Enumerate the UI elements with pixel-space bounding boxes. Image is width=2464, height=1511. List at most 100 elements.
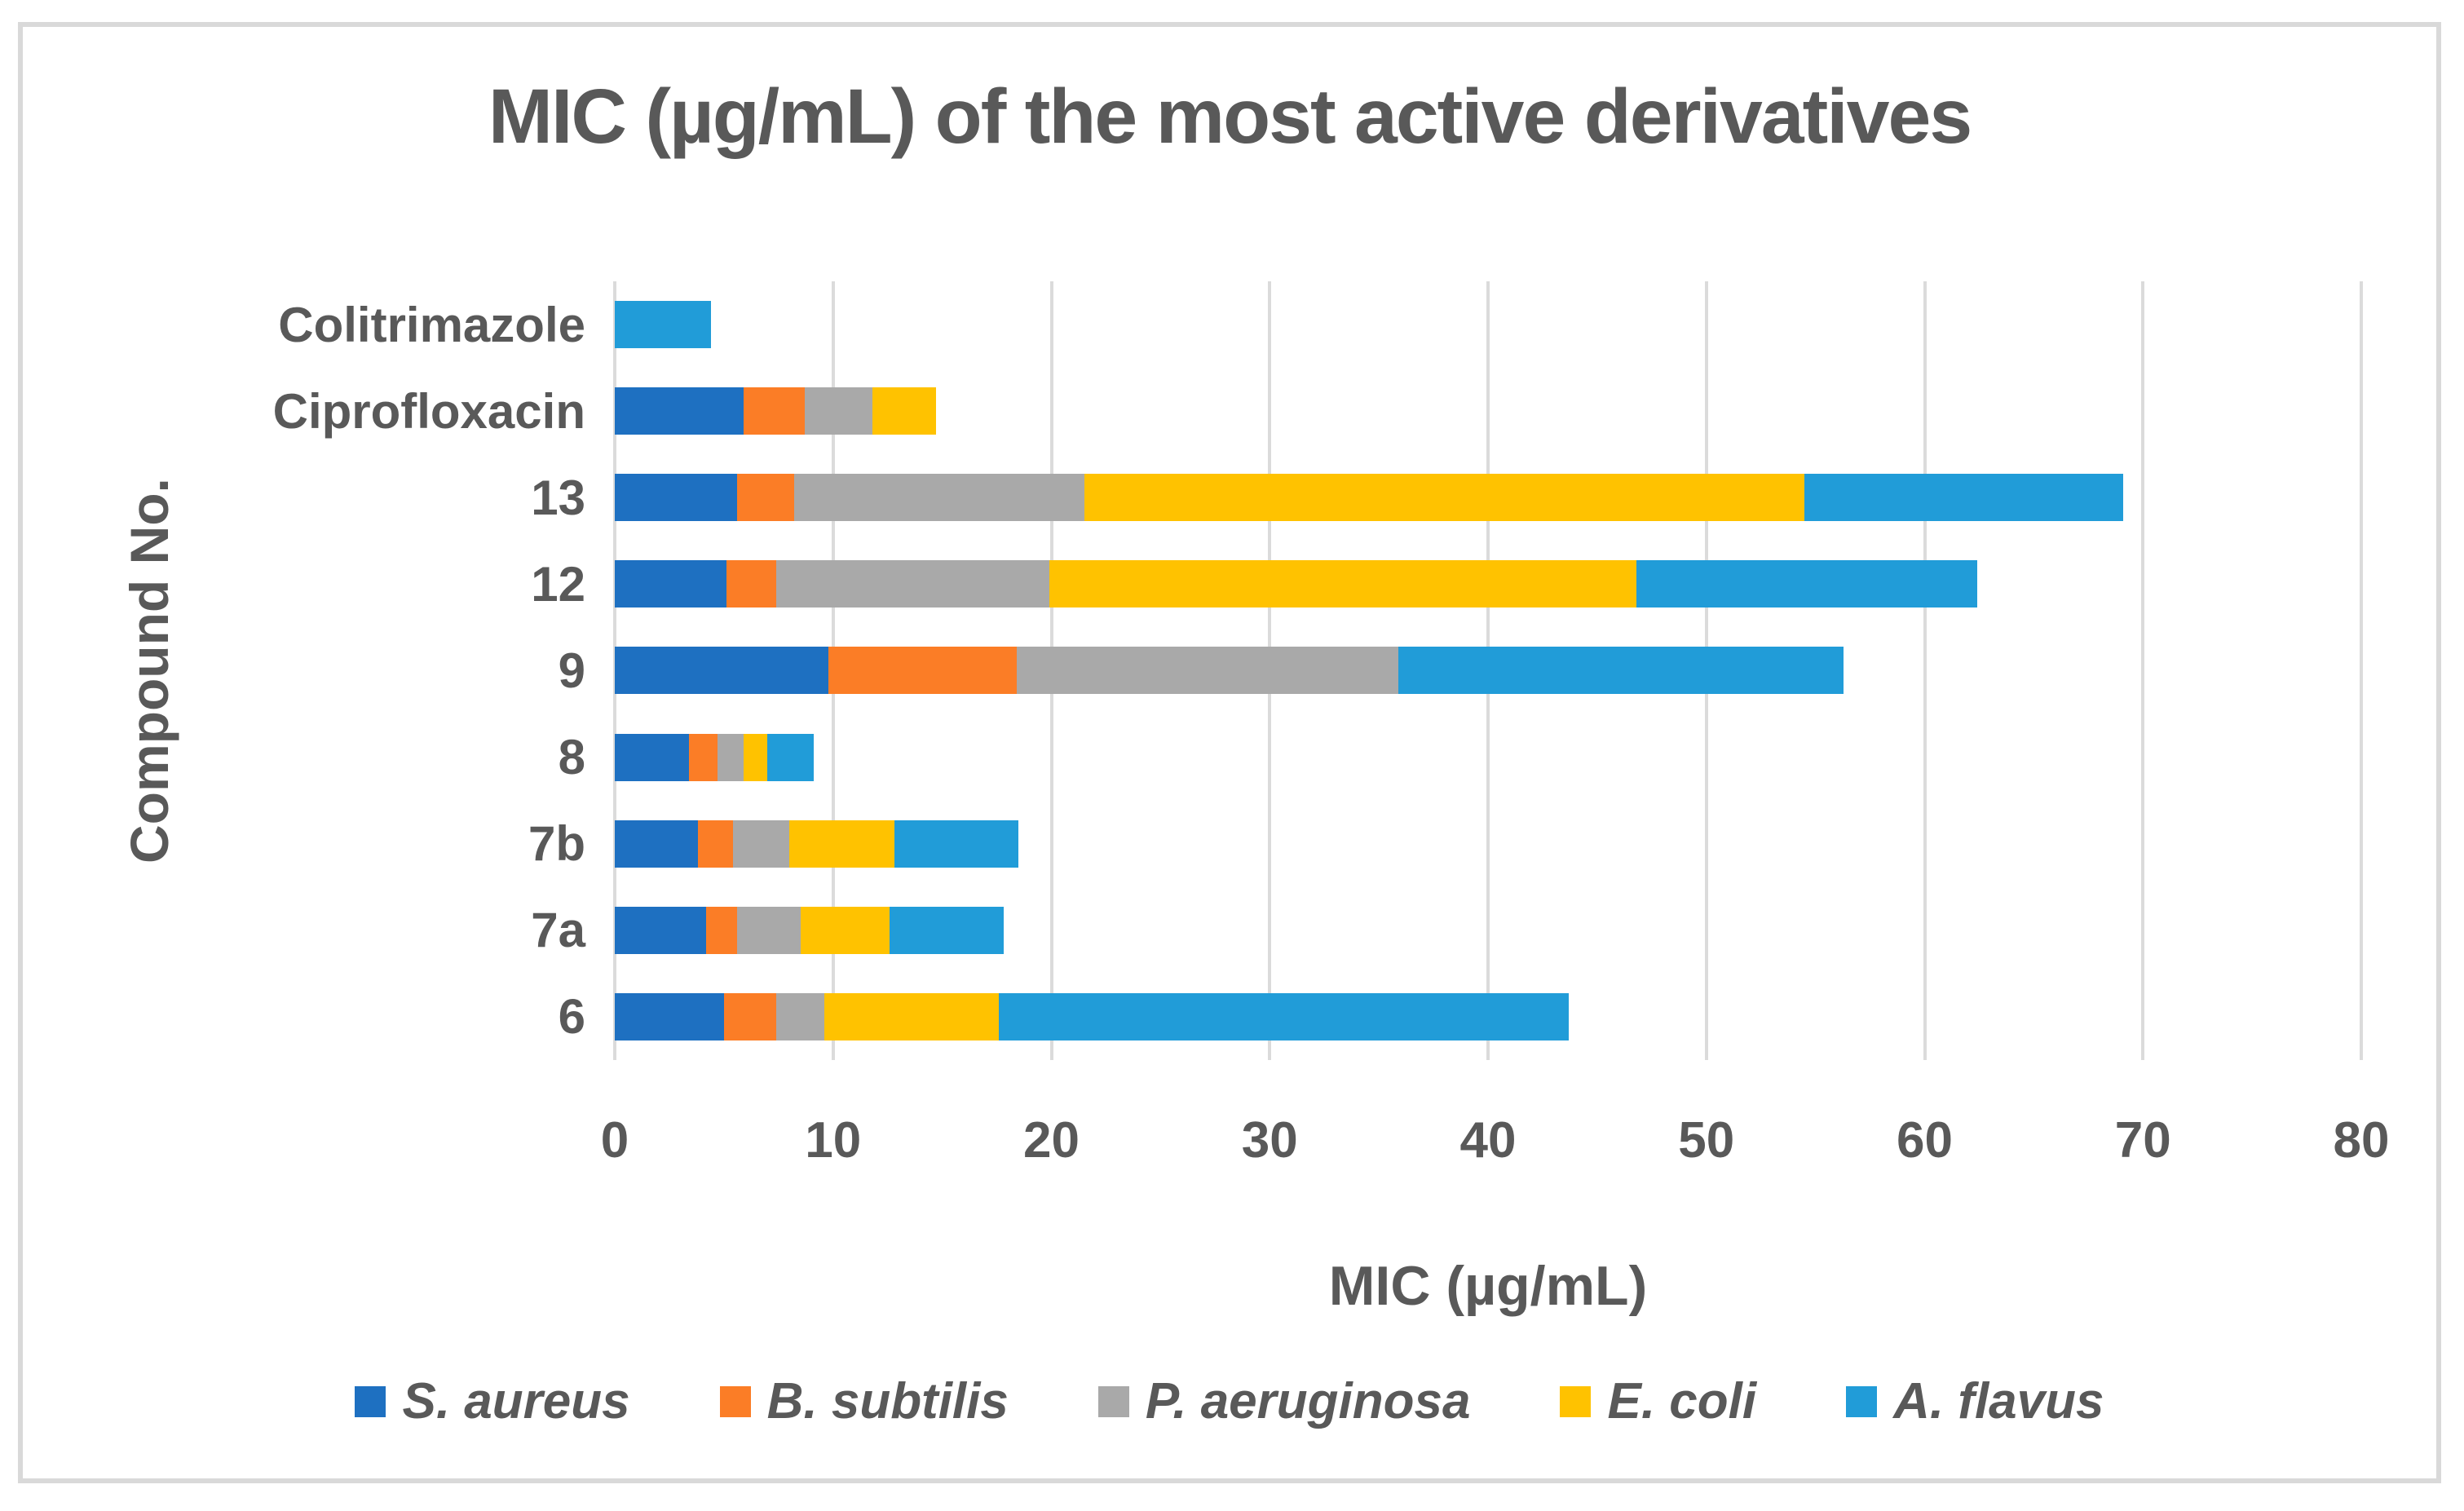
bar-row bbox=[615, 541, 2361, 627]
x-tick-label: 30 bbox=[1241, 1112, 1298, 1169]
bar-segment-b-subtilis bbox=[689, 733, 718, 781]
legend-item-b-subtilis: B. subtilis bbox=[719, 1372, 1009, 1430]
y-tick-label: 7b bbox=[528, 816, 585, 872]
bar-segment-b-subtilis bbox=[723, 992, 777, 1040]
bar-row bbox=[615, 281, 2361, 368]
x-tick-label: 40 bbox=[1459, 1112, 1517, 1169]
bar-segment-b-subtilis bbox=[743, 387, 805, 435]
y-tick-label: 6 bbox=[558, 989, 585, 1045]
stacked-bar-9 bbox=[615, 647, 2361, 695]
y-tick-label: 8 bbox=[558, 730, 585, 785]
bar-segment-a-flavus bbox=[767, 733, 814, 781]
bar-segment-e-coli bbox=[800, 906, 890, 954]
stacked-bar-13 bbox=[615, 474, 2361, 522]
bar-segment-p-aeruginosa bbox=[804, 387, 872, 435]
legend-swatch-s-aureus bbox=[355, 1385, 386, 1417]
bar-segment-b-subtilis bbox=[697, 820, 733, 868]
bar-segment-e-coli bbox=[743, 733, 768, 781]
bar-row bbox=[615, 714, 2361, 801]
bar-row bbox=[615, 887, 2361, 974]
bar-segment-b-subtilis bbox=[706, 906, 737, 954]
bar-segment-a-flavus bbox=[1804, 474, 2124, 522]
bar-segment-b-subtilis bbox=[726, 560, 777, 608]
bar-segment-p-aeruginosa bbox=[776, 992, 825, 1040]
legend-item-e-coli: E. coli bbox=[1560, 1372, 1756, 1430]
bar-segment-s-aureus bbox=[615, 906, 707, 954]
bar-row bbox=[615, 974, 2361, 1060]
legend-item-a-flavus: A. flavus bbox=[1846, 1372, 2104, 1430]
stacked-bar-6 bbox=[615, 992, 2361, 1040]
bar-segment-b-subtilis bbox=[736, 474, 794, 522]
bar-segment-s-aureus bbox=[615, 992, 724, 1040]
bar-segment-e-coli bbox=[1084, 474, 1805, 522]
bar-segment-e-coli bbox=[789, 820, 894, 868]
bar-segment-s-aureus bbox=[615, 820, 698, 868]
gridline bbox=[2141, 281, 2145, 1060]
x-tick-label: 50 bbox=[1678, 1112, 1735, 1169]
legend-label: P. aeruginosa bbox=[1145, 1373, 1471, 1429]
bar-row bbox=[615, 627, 2361, 714]
gridline bbox=[2360, 281, 2363, 1060]
bar-segment-e-coli bbox=[1049, 560, 1637, 608]
bar-row bbox=[615, 368, 2361, 454]
bar-segment-e-coli bbox=[872, 387, 936, 435]
bar-segment-b-subtilis bbox=[828, 647, 1017, 695]
stacked-bar-ciprofloxacin bbox=[615, 387, 2361, 435]
y-tick-label: Ciprofloxacin bbox=[272, 383, 585, 439]
x-axis-tick-labels: 0 10 20 30 40 50 60 70 80 bbox=[601, 1111, 2390, 1185]
x-tick-label: 60 bbox=[1897, 1112, 1953, 1169]
legend-label: B. subtilis bbox=[766, 1373, 1009, 1429]
bar-segment-p-aeruginosa bbox=[776, 560, 1049, 608]
x-tick-label: 70 bbox=[2114, 1112, 2171, 1169]
bar-segment-a-flavus bbox=[894, 820, 1019, 868]
stacked-bar-colitrimazole bbox=[615, 301, 2361, 349]
legend-label: E. coli bbox=[1607, 1373, 1757, 1429]
bar-segment-s-aureus bbox=[615, 733, 690, 781]
bar-segment-a-flavus bbox=[615, 301, 711, 349]
chart-title: MIC (µg/mL) of the most active derivativ… bbox=[488, 73, 1972, 160]
bar-segment-e-coli bbox=[824, 992, 1000, 1040]
gridline bbox=[1923, 281, 1927, 1060]
stacked-bar-7b bbox=[615, 820, 2361, 868]
y-axis-tick-labels: Colitrimazole Ciprofloxacin 13 12 9 8 7b 7a 6 bbox=[23, 281, 594, 1060]
bar-segment-p-aeruginosa bbox=[732, 820, 790, 868]
bar-segment-a-flavus bbox=[890, 906, 1004, 954]
legend-swatch-e-coli bbox=[1560, 1385, 1592, 1417]
y-tick-label: 12 bbox=[531, 556, 585, 612]
bar-segment-s-aureus bbox=[615, 647, 829, 695]
legend-swatch-b-subtilis bbox=[719, 1385, 751, 1417]
bar-row bbox=[615, 801, 2361, 887]
chart-frame: MIC (µg/mL) of the most active derivativ… bbox=[18, 22, 2441, 1483]
bar-segment-a-flavus bbox=[1636, 560, 1977, 608]
bar-segment-a-flavus bbox=[1398, 647, 1844, 695]
bar-segment-s-aureus bbox=[615, 387, 744, 435]
plot-area bbox=[613, 281, 2363, 1060]
bar-segment-p-aeruginosa bbox=[717, 733, 744, 781]
bar-row bbox=[615, 454, 2361, 541]
y-tick-label: Colitrimazole bbox=[278, 297, 585, 352]
legend-label: A. flavus bbox=[1893, 1373, 2104, 1429]
legend-swatch-a-flavus bbox=[1846, 1385, 1878, 1417]
legend-swatch-p-aeruginosa bbox=[1097, 1385, 1129, 1417]
y-tick-label: 13 bbox=[531, 470, 585, 525]
y-tick-label: 7a bbox=[531, 903, 585, 958]
legend-item-s-aureus: S. aureus bbox=[355, 1372, 630, 1430]
bar-segment-p-aeruginosa bbox=[1016, 647, 1399, 695]
bar-segment-s-aureus bbox=[615, 560, 726, 608]
stacked-bar-12 bbox=[615, 560, 2361, 608]
x-tick-label: 20 bbox=[1023, 1112, 1080, 1169]
bar-segment-s-aureus bbox=[615, 474, 737, 522]
stacked-bar-8 bbox=[615, 733, 2361, 781]
legend: S. aureus B. subtilis P. aeruginosa E. coli… bbox=[23, 1372, 2436, 1430]
y-tick-label: 9 bbox=[558, 643, 585, 698]
x-tick-label: 10 bbox=[805, 1112, 862, 1169]
legend-item-p-aeruginosa: P. aeruginosa bbox=[1097, 1372, 1471, 1430]
legend-label: S. aureus bbox=[402, 1373, 630, 1429]
bar-segment-p-aeruginosa bbox=[793, 474, 1084, 522]
stacked-bar-7a bbox=[615, 906, 2361, 954]
x-axis-title: MIC (µg/mL) bbox=[1328, 1255, 1648, 1317]
bar-segment-a-flavus bbox=[999, 992, 1570, 1040]
bar-segment-p-aeruginosa bbox=[736, 906, 801, 954]
x-tick-label: 80 bbox=[2333, 1112, 2390, 1169]
x-tick-label: 0 bbox=[600, 1112, 629, 1169]
